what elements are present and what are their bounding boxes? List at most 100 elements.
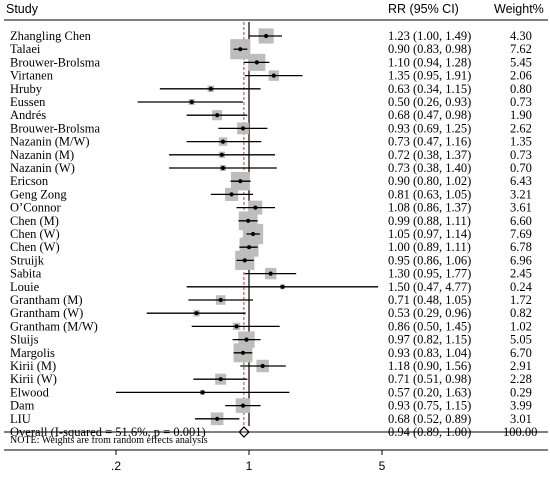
study-name: Louie (10, 280, 40, 294)
study-row: Brouwer-Brolsma 1.10 (0.94, 1.28) 5.45 (10, 53, 532, 71)
study-name: LIU (10, 412, 31, 426)
study-name: Eussen (10, 95, 46, 109)
study-row: Virtanen 1.35 (0.95, 1.91) 2.06 (10, 69, 532, 83)
point-estimate (264, 33, 269, 39)
study-name: Kirii (W) (10, 372, 57, 386)
study-row: O’Connor 1.08 (0.86, 1.37) 3.61 (10, 201, 532, 215)
study-name: Grantham (M/W) (10, 319, 98, 333)
weight-value: 6.43 (510, 174, 532, 188)
rr-ci-value: 0.93 (0.69, 1.25) (388, 121, 471, 135)
point-estimate (271, 73, 276, 78)
study-name: Kirii (M) (10, 359, 56, 373)
weight-value: 0.24 (510, 280, 533, 294)
weight-value: 6.70 (510, 346, 532, 360)
study-name: Dam (10, 399, 35, 413)
point-estimate (200, 390, 205, 395)
point-estimate (220, 165, 226, 171)
weight-value: 3.99 (510, 399, 532, 413)
weight-value: 5.45 (510, 55, 532, 69)
x-tick-label: 5 (379, 459, 386, 473)
point-estimate (244, 337, 249, 342)
study-name: Nazanin (M) (10, 148, 74, 162)
rr-ci-value: 0.50 (0.26, 0.93) (388, 95, 471, 109)
study-row: Talaei 0.90 (0.83, 0.98) 7.62 (10, 39, 532, 60)
point-estimate (215, 113, 220, 118)
weight-value: 7.62 (510, 42, 532, 56)
rr-ci-value: 0.97 (0.82, 1.15) (388, 333, 471, 347)
rr-ci-value: 1.50 (0.47, 4.77) (388, 280, 471, 294)
point-estimate (240, 350, 246, 355)
study-row: Nazanin (W) 0.73 (0.38, 1.40) 0.70 (10, 161, 532, 175)
weight-value: 0.29 (510, 385, 532, 399)
header-study: Study (6, 2, 39, 16)
weight-value: 6.78 (510, 240, 532, 254)
point-estimate (215, 416, 220, 421)
rr-ci-value: 0.93 (0.75, 1.15) (388, 399, 471, 413)
weight-value: 7.69 (510, 227, 532, 241)
point-estimate (194, 311, 199, 316)
rr-ci-value: 0.73 (0.38, 1.40) (388, 161, 471, 175)
study-name: Ericson (10, 174, 49, 188)
rr-ci-value: 0.86 (0.50, 1.45) (388, 319, 471, 333)
study-row: Chen (W) 1.00 (0.89, 1.11) 6.78 (10, 237, 532, 257)
study-row: Chen (W) 1.05 (0.97, 1.14) 7.69 (10, 223, 532, 245)
rr-ci-value: 0.68 (0.52, 0.89) (388, 412, 471, 426)
rr-ci-value: 1.23 (1.00, 1.49) (388, 29, 471, 43)
rr-ci-value: 0.90 (0.83, 0.98) (388, 42, 471, 56)
study-name: Geng Zong (10, 187, 67, 201)
weight-value: 2.06 (510, 69, 532, 83)
study-name: Brouwer-Brolsma (10, 55, 100, 69)
weight-value: 6.60 (510, 214, 532, 228)
weight-value: 0.82 (510, 306, 532, 320)
point-estimate (254, 60, 259, 65)
study-name: Struijk (10, 253, 45, 267)
point-estimate (246, 245, 252, 250)
rr-ci-value: 0.93 (0.83, 1.04) (388, 346, 471, 360)
study-row: Ericson 0.90 (0.80, 1.02) 6.43 (10, 171, 532, 191)
weight-value: 3.61 (510, 201, 532, 215)
study-name: Zhangling Chen (10, 29, 92, 43)
point-estimate (229, 192, 234, 197)
study-row: Struijk 0.95 (0.86, 1.06) 6.96 (10, 250, 532, 271)
study-name: Grantham (M) (10, 293, 83, 307)
rr-ci-value: 0.53 (0.29, 0.96) (388, 306, 471, 320)
weight-value: 0.73 (510, 95, 532, 109)
weight-value: 6.96 (510, 253, 532, 267)
study-name: Sabita (10, 267, 42, 281)
point-estimate (234, 324, 239, 329)
weight-value: 0.80 (510, 82, 532, 96)
header-rr: RR (95% CI) (388, 2, 459, 16)
study-row: Kirii (W) 0.71 (0.51, 0.98) 2.28 (10, 372, 532, 386)
study-name: Grantham (W) (10, 306, 83, 320)
study-row: Nazanin (M/W) 0.73 (0.47, 1.16) 1.35 (10, 135, 532, 149)
rr-ci-value: 0.90 (0.80, 1.02) (388, 174, 471, 188)
weight-value: 2.45 (510, 267, 532, 281)
weight-value: 0.73 (510, 148, 532, 162)
point-estimate (240, 126, 246, 131)
study-name: Nazanin (W) (10, 161, 75, 175)
weight-value: 1.02 (510, 319, 532, 333)
point-estimate (246, 218, 251, 223)
point-estimate (189, 99, 194, 105)
rr-ci-value: 1.35 (0.95, 1.91) (388, 69, 471, 83)
weight-value: 1.72 (510, 293, 532, 307)
rr-ci-value: 0.71 (0.48, 1.05) (388, 293, 471, 307)
point-estimate (238, 179, 243, 184)
weight-value: 2.62 (510, 121, 532, 135)
weight-value: 3.21 (510, 187, 532, 201)
study-row: Margolis 0.93 (0.83, 1.04) 6.70 (10, 343, 532, 363)
study-name: Andrés (10, 108, 46, 122)
rr-ci-value: 0.73 (0.47, 1.16) (388, 135, 471, 149)
weight-value: 2.91 (510, 359, 532, 373)
study-name: Elwood (10, 385, 50, 399)
study-name: Chen (M) (10, 214, 59, 228)
point-estimate (253, 205, 258, 210)
study-name: Margolis (10, 346, 55, 360)
weight-value: 2.28 (510, 372, 532, 386)
study-name: Hruby (10, 82, 43, 96)
rr-ci-value: 0.63 (0.34, 1.15) (388, 82, 471, 96)
rr-ci-value: 0.99 (0.88, 1.11) (388, 214, 471, 228)
point-estimate (208, 86, 213, 91)
point-estimate (218, 297, 223, 303)
